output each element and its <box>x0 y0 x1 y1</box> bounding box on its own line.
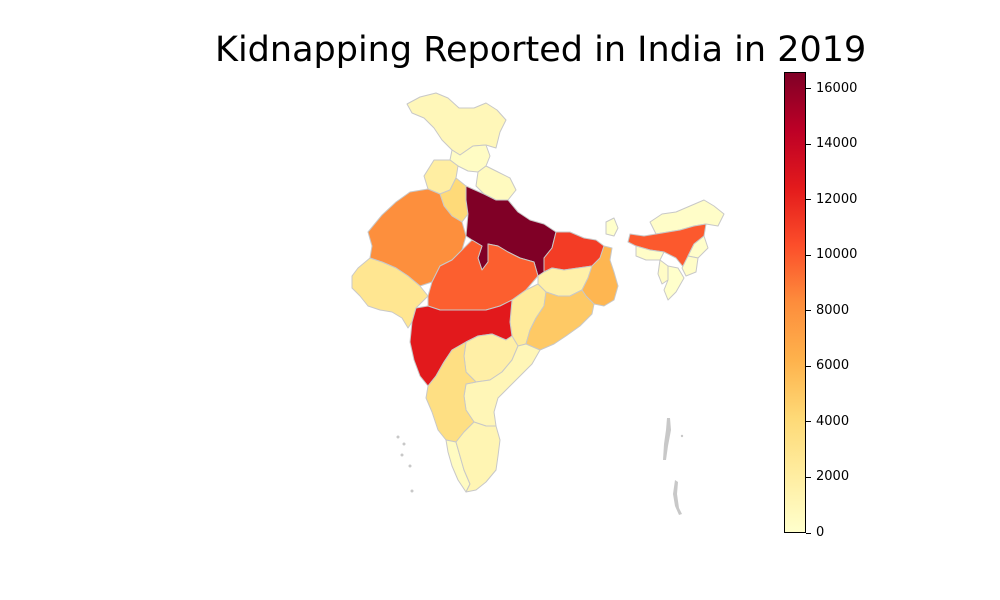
lakshadweep-island <box>400 453 404 457</box>
colorbar <box>784 72 806 533</box>
colorbar-tick-label: 0 <box>816 525 825 540</box>
colorbar-tick-label: 2000 <box>816 469 850 485</box>
region-jammu-kashmir[interactable] <box>406 92 507 156</box>
region-manipur[interactable] <box>681 255 699 277</box>
region-uttarakhand[interactable] <box>475 165 517 201</box>
colorbar-tick-label: 10000 <box>816 247 858 263</box>
region-tamil-nadu[interactable] <box>455 421 501 493</box>
colorbar-tick <box>806 421 811 423</box>
region-odisha[interactable] <box>525 289 595 351</box>
region-karnataka[interactable] <box>425 341 477 443</box>
colorbar-tick <box>806 365 811 367</box>
region-west-bengal[interactable] <box>581 245 619 307</box>
region-sikkim[interactable] <box>605 217 619 237</box>
lakshadweep-island <box>410 489 414 493</box>
colorbar-tick-label: 8000 <box>816 302 850 318</box>
map-title: Kidnapping Reported in India in 2019 <box>215 30 867 70</box>
lakshadweep-island <box>396 435 400 439</box>
lakshadweep-island <box>402 442 406 446</box>
colorbar-tick <box>806 310 811 312</box>
colorbar-tick <box>806 199 811 201</box>
colorbar-tick-label: 16000 <box>816 80 858 96</box>
colorbar-tick-label: 14000 <box>816 136 858 152</box>
lakshadweep-island <box>408 464 412 468</box>
andaman-islands <box>663 418 671 460</box>
islands <box>396 418 684 515</box>
colorbar-tick <box>806 476 811 478</box>
colorbar-tick <box>806 254 811 256</box>
region-mizoram[interactable] <box>663 265 685 301</box>
region-tripura[interactable] <box>657 259 669 285</box>
region-nagaland[interactable] <box>687 235 709 259</box>
colorbar-tick <box>806 532 811 534</box>
colorbar-tick-label: 4000 <box>816 413 850 429</box>
colorbar-tick <box>806 88 811 90</box>
colorbar-tick-label: 6000 <box>816 358 850 374</box>
nicobar-islands <box>673 480 682 515</box>
colorbar-tick <box>806 143 811 145</box>
colorbar-tick-label: 12000 <box>816 191 858 207</box>
andaman-islet <box>680 434 684 438</box>
